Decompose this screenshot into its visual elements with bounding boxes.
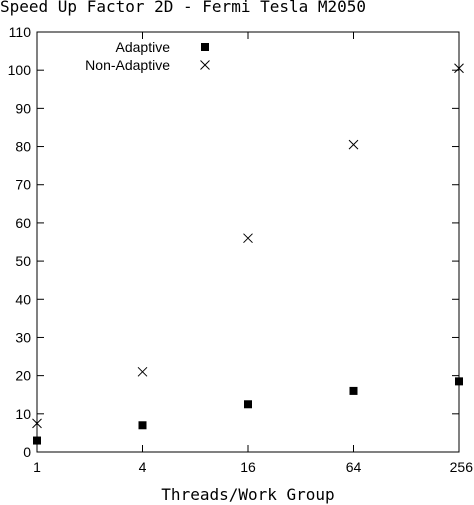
legend-label: Adaptive <box>116 39 171 55</box>
y-tick-label: 40 <box>15 291 31 307</box>
y-tick-label: 100 <box>8 62 32 78</box>
x-tick-label: 16 <box>240 459 256 475</box>
series-non-adaptive <box>32 63 464 429</box>
y-tick-label: 30 <box>15 329 31 345</box>
adaptive-point <box>138 421 147 430</box>
x-axis-label: Threads/Work Group <box>161 485 334 504</box>
x-tick-label: 4 <box>139 459 147 475</box>
non-adaptive-point <box>454 63 464 74</box>
y-tick-label: 50 <box>15 253 31 269</box>
y-axis: 0 10 20 30 40 50 60 70 80 90 100 110 <box>8 24 459 460</box>
non-adaptive-point <box>243 233 253 244</box>
x-axis: 1 4 16 64 256 <box>33 32 473 475</box>
legend-marker <box>201 43 209 51</box>
y-tick-label: 60 <box>15 215 31 231</box>
adaptive-point <box>244 400 252 409</box>
data-points <box>32 63 464 445</box>
y-tick-label: 110 <box>9 24 32 40</box>
adaptive-point <box>349 386 358 395</box>
x-tick-label: 256 <box>450 459 474 475</box>
adaptive-point <box>455 377 463 386</box>
y-tick-label: 80 <box>15 139 31 155</box>
x-tick-label: 64 <box>346 459 362 475</box>
x-tick-label: 1 <box>33 459 41 475</box>
legend: Adaptive Non-Adaptive <box>85 39 210 73</box>
plot-frame <box>36 31 460 453</box>
legend-marker <box>200 60 210 70</box>
y-tick-label: 70 <box>15 177 31 193</box>
non-adaptive-point <box>32 418 42 429</box>
y-tick-label: 20 <box>15 368 31 384</box>
adaptive-point <box>33 436 41 445</box>
y-tick-label: 10 <box>15 406 31 422</box>
y-tick-label: 90 <box>15 100 31 116</box>
legend-label: Non-Adaptive <box>85 57 170 73</box>
non-adaptive-point <box>348 139 359 150</box>
series-adaptive <box>33 377 463 445</box>
y-tick-label: 0 <box>23 444 31 460</box>
non-adaptive-point <box>137 366 148 377</box>
chart-title: Speed Up Factor 2D - Fermi Tesla M2050 <box>0 0 366 16</box>
